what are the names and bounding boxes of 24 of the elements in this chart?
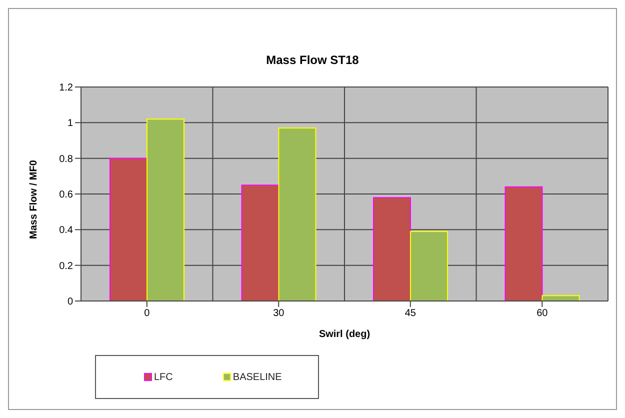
y-tick-label: 0.2: [59, 260, 74, 272]
bar: [410, 230, 448, 301]
bar: [542, 295, 580, 301]
y-tick-label: 0.6: [59, 190, 74, 201]
y-tick-label: 0: [67, 296, 74, 308]
bar: [278, 128, 316, 301]
bar: [504, 186, 543, 301]
y-tick-label: 0.4: [59, 225, 74, 236]
chart-title: Mass Flow ST18: [265, 53, 360, 67]
x-axis-title: Swirl (deg): [318, 329, 370, 340]
bar: [372, 197, 411, 301]
y-tick-label: 1.2: [59, 82, 74, 94]
x-tick-label: 30: [273, 308, 285, 320]
y-tick-label: 0.8: [59, 154, 74, 165]
y-axis-title: Mass Flow / MF0: [28, 160, 40, 239]
y-tick-label: 1: [67, 118, 74, 130]
legend-label: LFC: [153, 372, 173, 382]
legend-label: BASELINE: [232, 372, 282, 382]
x-tick-label: 0: [144, 308, 150, 320]
bar: [241, 184, 280, 301]
x-tick-label: 60: [536, 308, 548, 320]
x-tick-label: 45: [404, 308, 416, 320]
bar: [109, 158, 148, 301]
bar: [146, 118, 184, 301]
